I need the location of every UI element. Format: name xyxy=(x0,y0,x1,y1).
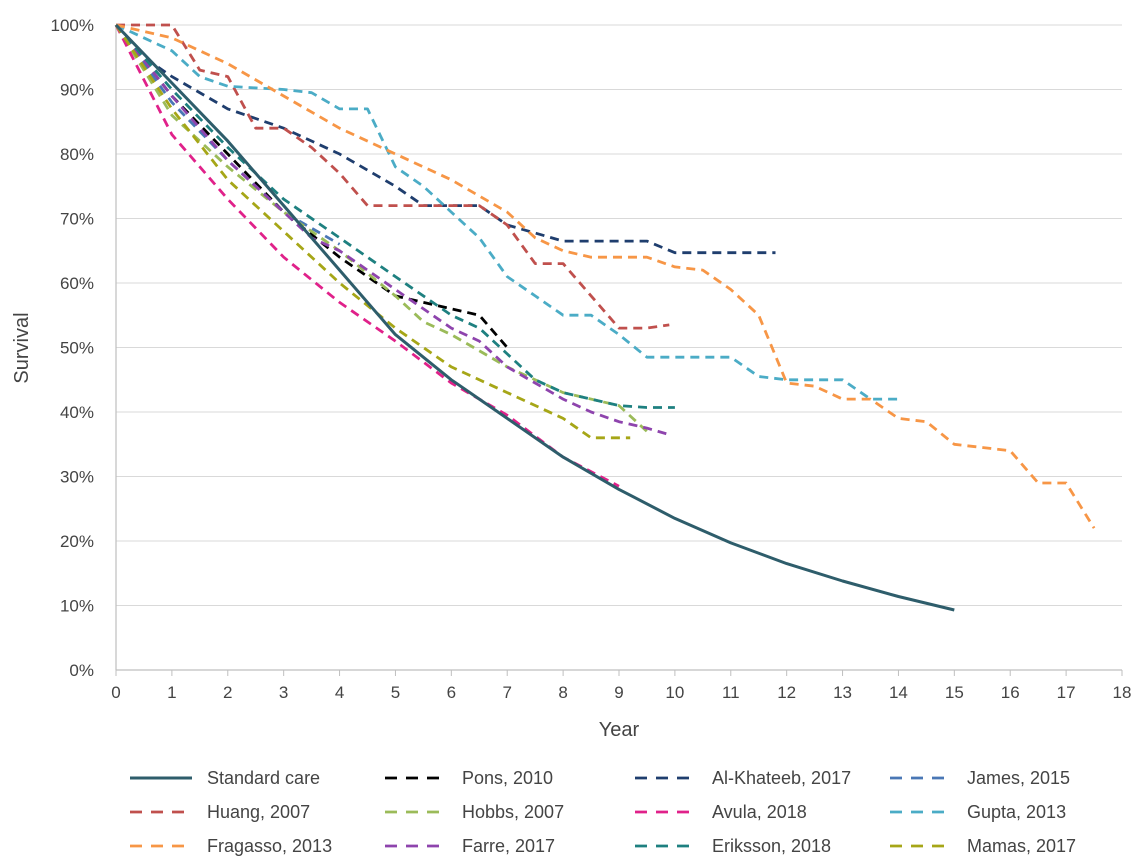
legend-label: Pons, 2010 xyxy=(462,768,553,788)
x-tick-label: 18 xyxy=(1113,683,1132,702)
y-tick-label: 90% xyxy=(60,81,94,100)
legend-label: Farre, 2017 xyxy=(462,836,555,856)
x-tick-label: 14 xyxy=(889,683,908,702)
series-line-10 xyxy=(114,24,670,436)
x-axis-title: Year xyxy=(599,719,640,741)
legend-item: Hobbs, 2007 xyxy=(385,802,564,822)
x-tick-label: 16 xyxy=(1001,683,1020,702)
y-tick-label: 20% xyxy=(60,532,94,551)
legend-label: Mamas, 2017 xyxy=(967,836,1076,856)
y-tick-label: 30% xyxy=(60,468,94,487)
x-tick-label: 2 xyxy=(223,683,232,702)
series-line-4 xyxy=(114,24,341,246)
series-line-9 xyxy=(115,23,1096,529)
legend-item: Gupta, 2013 xyxy=(890,802,1066,822)
x-tick-label: 10 xyxy=(665,683,684,702)
series-line-8 xyxy=(115,23,899,401)
x-tick-label: 5 xyxy=(391,683,400,702)
y-tick-label: 50% xyxy=(60,339,94,358)
y-tick-label: 60% xyxy=(60,274,94,293)
series-line-11 xyxy=(114,24,675,409)
legend-item: James, 2015 xyxy=(890,768,1070,788)
legend-item: Avula, 2018 xyxy=(635,802,807,822)
x-tick-label: 8 xyxy=(558,683,567,702)
x-tick-label: 1 xyxy=(167,683,176,702)
series-line-2 xyxy=(114,24,509,349)
legend-item: Standard care xyxy=(130,768,320,788)
legend-label: James, 2015 xyxy=(967,768,1070,788)
series-line-6 xyxy=(114,24,648,433)
x-tick-label: 9 xyxy=(614,683,623,702)
legend-label: Gupta, 2013 xyxy=(967,802,1066,822)
y-tick-label: 100% xyxy=(51,16,94,35)
legend-label: Standard care xyxy=(207,768,320,788)
axis-layer: 0%10%20%30%40%50%60%70%80%90%100%0 1 2 3 4 5 6… xyxy=(51,16,1132,702)
series-line-12 xyxy=(114,24,631,440)
x-tick-label: 13 xyxy=(833,683,852,702)
x-tick-label: 4 xyxy=(335,683,344,702)
series-layer xyxy=(114,23,1096,612)
x-tick-label: 17 xyxy=(1057,683,1076,702)
legend-item: Pons, 2010 xyxy=(385,768,553,788)
series-line-7 xyxy=(114,24,620,488)
legend-item: Huang, 2007 xyxy=(130,802,310,822)
x-tick-label: 15 xyxy=(945,683,964,702)
legend-item: Fragasso, 2013 xyxy=(130,836,332,856)
y-tick-label: 40% xyxy=(60,403,94,422)
series-line-1 xyxy=(114,23,955,612)
legend-label: Fragasso, 2013 xyxy=(207,836,332,856)
x-tick-label: 0 xyxy=(111,683,120,702)
legend-label: Avula, 2018 xyxy=(712,802,807,822)
legend: Standard care Pons, 2010 Al-Khateeb, 2017 J… xyxy=(130,768,1076,856)
legend-label: Hobbs, 2007 xyxy=(462,802,564,822)
x-tick-label: 7 xyxy=(502,683,511,702)
legend-label: Al-Khateeb, 2017 xyxy=(712,768,851,788)
series-line-5 xyxy=(116,23,670,330)
legend-item: Mamas, 2017 xyxy=(890,836,1076,856)
x-tick-label: 3 xyxy=(279,683,288,702)
grid-layer xyxy=(116,24,1122,606)
legend-item: Al-Khateeb, 2017 xyxy=(635,768,851,788)
y-tick-label: 10% xyxy=(60,597,94,616)
x-tick-label: 11 xyxy=(722,683,740,702)
x-tick-label: 12 xyxy=(777,683,796,702)
legend-item: Farre, 2017 xyxy=(385,836,555,856)
legend-label: Eriksson, 2018 xyxy=(712,836,831,856)
series-line-3 xyxy=(114,24,776,255)
y-tick-label: 80% xyxy=(60,145,94,164)
y-tick-label: 70% xyxy=(60,210,94,229)
y-tick-label: 0% xyxy=(69,661,94,680)
x-tick-label: 6 xyxy=(447,683,456,702)
legend-item: Eriksson, 2018 xyxy=(635,836,831,856)
y-axis-title: Survival xyxy=(11,312,33,383)
legend-label: Huang, 2007 xyxy=(207,802,310,822)
